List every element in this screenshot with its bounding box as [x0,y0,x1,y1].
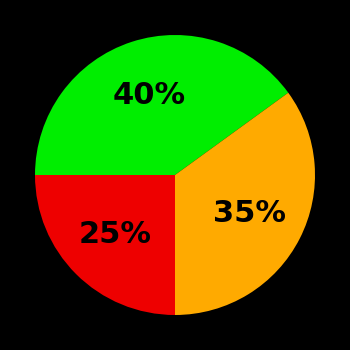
Wedge shape [175,93,315,315]
Text: 35%: 35% [214,199,286,228]
Text: 25%: 25% [79,220,152,249]
Text: 40%: 40% [112,80,186,110]
Wedge shape [35,35,288,175]
Wedge shape [35,175,175,315]
